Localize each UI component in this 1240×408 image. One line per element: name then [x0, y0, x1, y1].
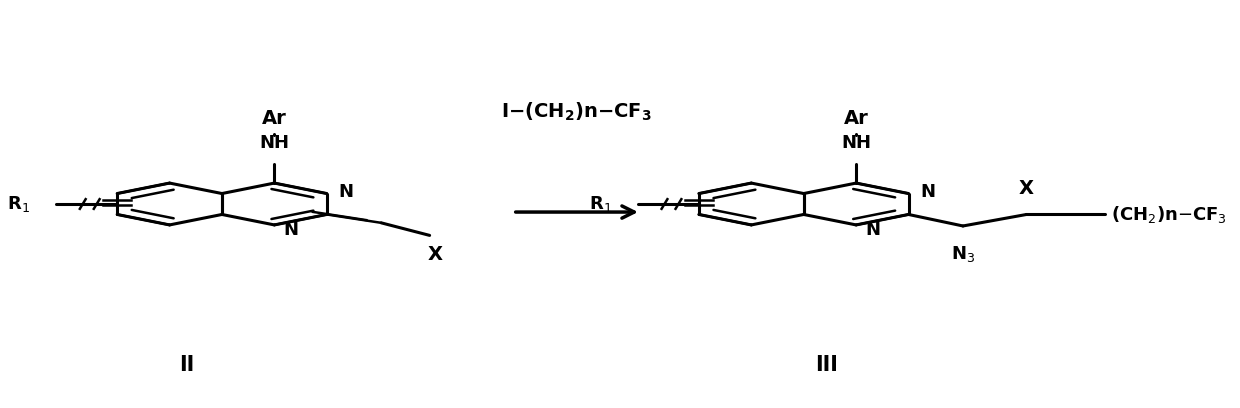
Text: NH: NH: [841, 134, 872, 152]
Text: Ar: Ar: [262, 109, 286, 128]
Text: R$_1$: R$_1$: [6, 194, 30, 214]
Text: N: N: [284, 221, 299, 239]
Text: I$\mathbf{-}$(CH$_\mathbf{2}$)n$\mathbf{-}$CF$_\mathbf{3}$: I$\mathbf{-}$(CH$_\mathbf{2}$)n$\mathbf{…: [501, 100, 652, 122]
Text: X: X: [1019, 180, 1034, 198]
Text: Ar: Ar: [843, 109, 868, 128]
Text: N: N: [866, 221, 880, 239]
Text: R$_1$: R$_1$: [589, 194, 611, 214]
Text: N$_3$: N$_3$: [951, 244, 975, 264]
Text: III: III: [816, 355, 838, 375]
Text: NH: NH: [259, 134, 289, 152]
Text: (CH$_2$)n$-$CF$_3$: (CH$_2$)n$-$CF$_3$: [1111, 204, 1226, 225]
Text: N: N: [339, 182, 353, 200]
Text: N: N: [920, 182, 935, 200]
Text: X: X: [428, 246, 443, 264]
Text: II: II: [180, 355, 195, 375]
